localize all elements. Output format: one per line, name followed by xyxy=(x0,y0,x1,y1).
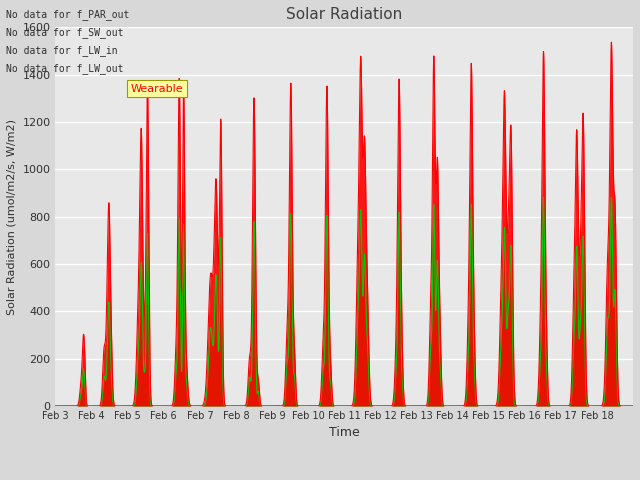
Text: No data for f_PAR_out: No data for f_PAR_out xyxy=(6,9,130,20)
X-axis label: Time: Time xyxy=(329,426,360,440)
Text: No data for f_LW_out: No data for f_LW_out xyxy=(6,63,124,74)
Text: No data for f_LW_in: No data for f_LW_in xyxy=(6,45,118,56)
Title: Solar Radiation: Solar Radiation xyxy=(286,7,403,22)
Y-axis label: Solar Radiation (umol/m2/s, W/m2): Solar Radiation (umol/m2/s, W/m2) xyxy=(7,119,17,315)
Text: Wearable: Wearable xyxy=(131,84,183,94)
Text: No data for f_SW_out: No data for f_SW_out xyxy=(6,27,124,38)
